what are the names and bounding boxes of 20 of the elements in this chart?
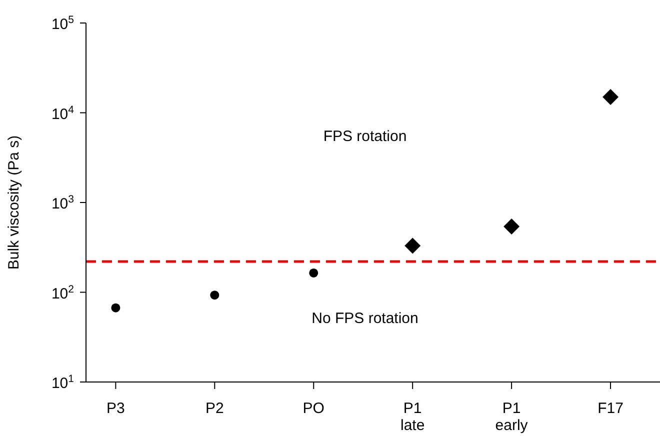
y-tick-label: 10$^{2}$ — [51, 283, 74, 302]
y-tick-label: 10$^{4}$ — [51, 104, 74, 123]
point — [309, 268, 318, 278]
y-tick-label: 10$^{1}$ — [51, 373, 74, 392]
y-tick-label: 10$^{5}$ — [51, 14, 74, 33]
annotation: FPS rotation — [322, 128, 408, 145]
x-tick-label: P3 — [106, 400, 125, 417]
x-tick-label: P1 late — [400, 400, 425, 434]
x-tick-label: P2 — [205, 400, 224, 417]
point — [504, 218, 520, 235]
y-axis-title: Bulk viscosity (Pa s) — [5, 135, 22, 270]
x-tick-label: PO — [302, 400, 324, 417]
point — [404, 238, 421, 254]
annotation: No FPS rotation — [310, 310, 420, 327]
y-tick-label: 10$^{3}$ — [51, 194, 74, 212]
point — [111, 303, 120, 312]
point — [210, 290, 220, 300]
x-tick-label: F17 — [598, 400, 624, 417]
x-tick-label: P1 early — [495, 400, 528, 434]
point — [602, 88, 619, 105]
